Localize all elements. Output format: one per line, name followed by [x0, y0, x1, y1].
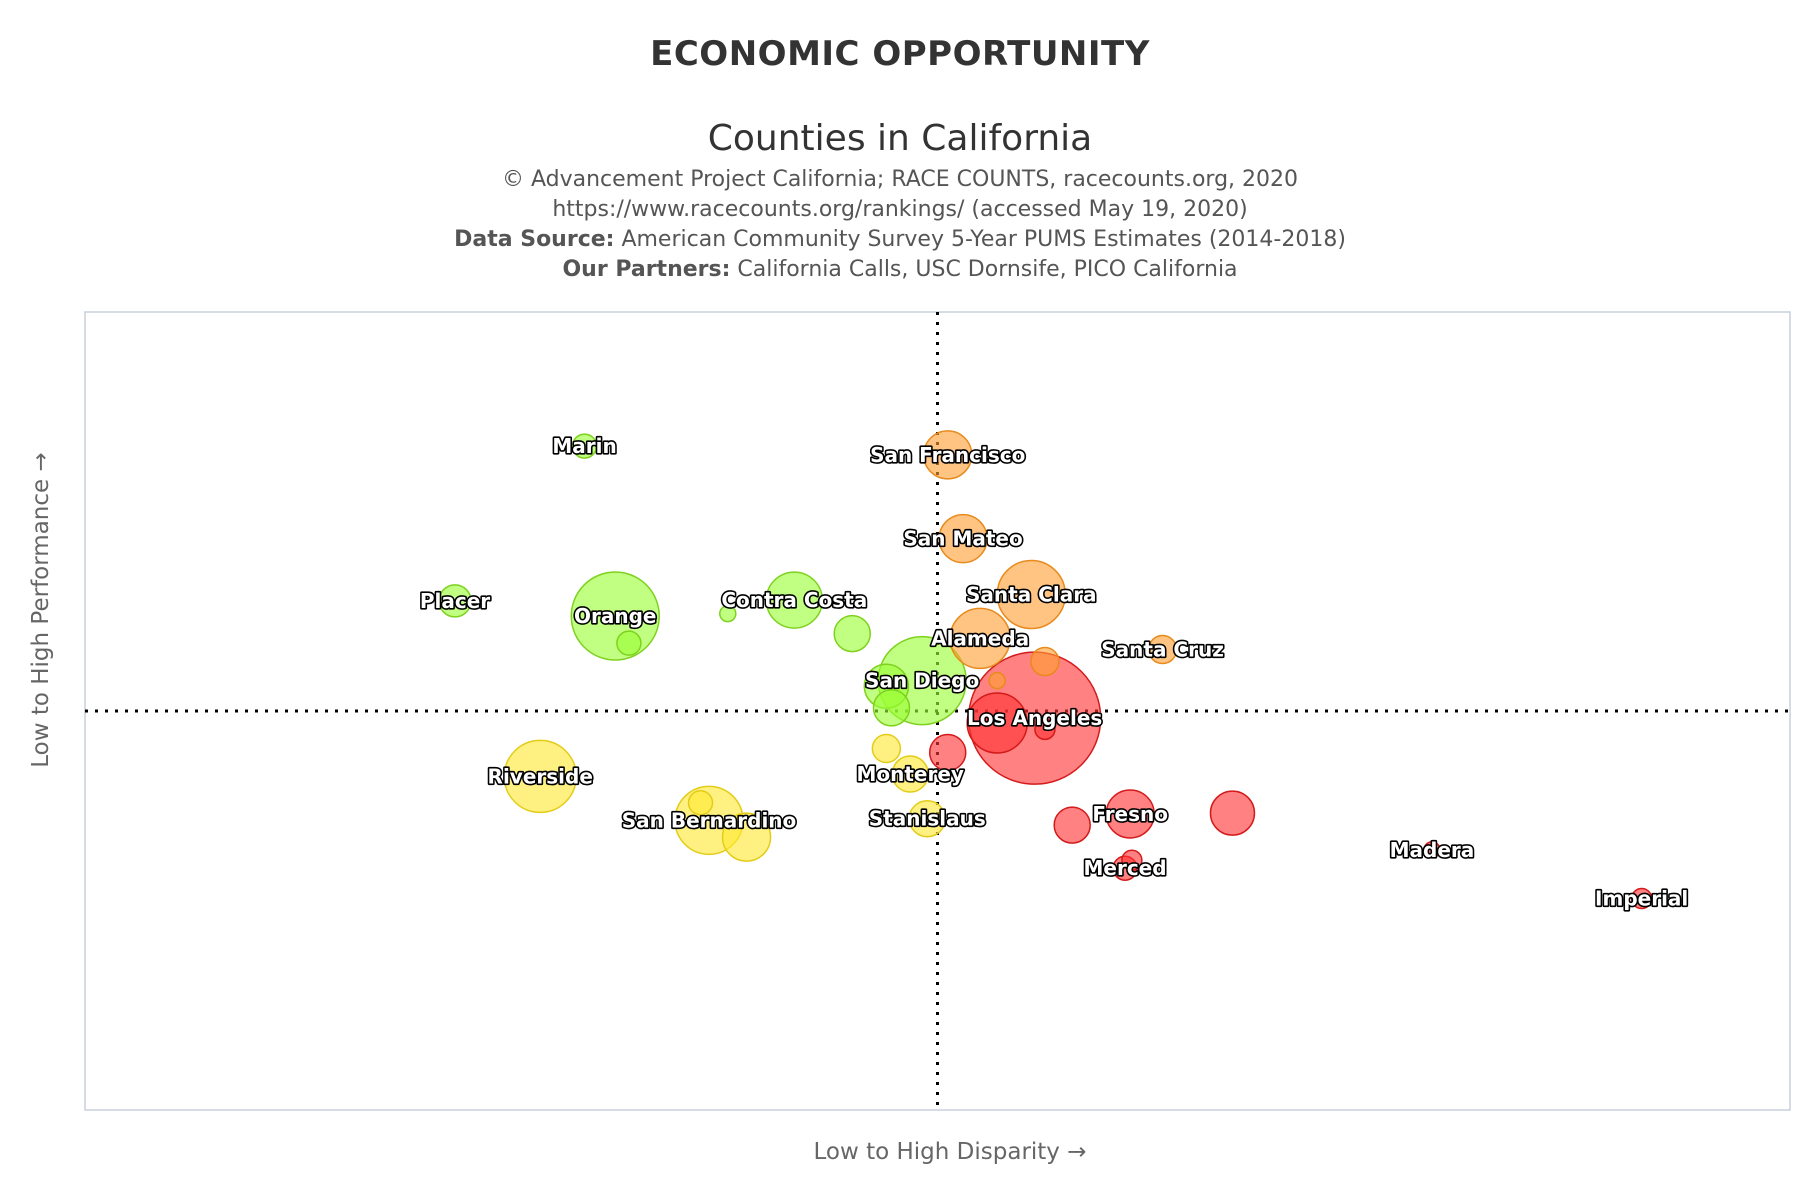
label-imperial: Imperial — [1595, 887, 1688, 911]
label-san-francisco: San Francisco — [870, 443, 1025, 467]
bubble-layer — [438, 430, 1653, 910]
label-madera: Madera — [1390, 838, 1475, 862]
bubble-imperial[interactable] — [1630, 887, 1653, 910]
bubble-county-23[interactable] — [721, 812, 772, 862]
label-alameda: Alameda — [931, 626, 1029, 650]
label-marin: Marin — [552, 434, 616, 458]
bubble-county-30[interactable] — [1209, 790, 1256, 836]
label-san-diego: San Diego — [865, 669, 979, 693]
label-san-mateo: San Mateo — [903, 527, 1022, 551]
label-stanislaus: Stanislaus — [869, 807, 986, 831]
partners-line: Our Partners: California Calls, USC Dorn… — [0, 257, 1800, 282]
bubble-fresno[interactable] — [1105, 789, 1155, 839]
bubble-madera[interactable] — [1423, 841, 1441, 859]
label-placer: Placer — [420, 589, 490, 613]
label-fresno: Fresno — [1092, 802, 1168, 826]
bubble-county-20[interactable] — [928, 733, 967, 772]
credit-line-copyright: © Advancement Project California; RACE C… — [501, 167, 1299, 192]
bubble-county-5[interactable] — [616, 630, 642, 656]
y-axis-label: Low to High Performance → — [28, 452, 54, 768]
partners-text: California Calls, USC Dornsife, PICO Cal… — [737, 257, 1238, 282]
partners-label: Our Partners: — [562, 257, 731, 282]
bubble-county-8[interactable] — [833, 614, 871, 653]
chart-subtitle: Counties in California — [707, 118, 1093, 159]
bubble-county-26[interactable] — [871, 733, 902, 764]
label-santa-cruz: Santa Cruz — [1101, 638, 1224, 662]
label-los-angeles: Los Angeles — [967, 706, 1102, 730]
bubble-santa-cruz[interactable] — [1147, 634, 1178, 665]
data-source-text: American Community Survey 5-Year PUMS Es… — [621, 227, 1346, 252]
credit-line-url: https://www.racecounts.org/rankings/ (ac… — [552, 197, 1248, 222]
x-axis-label: Low to High Disparity → — [813, 1139, 1087, 1165]
bubble-county-16[interactable] — [872, 689, 911, 727]
bubble-contra-costa[interactable] — [765, 571, 824, 629]
bubble-san-mateo[interactable] — [938, 513, 988, 564]
chart-title: ECONOMIC OPPORTUNITY — [650, 34, 1150, 74]
bubble-label-layer: Marin San Francisco San Mateo Placer Orange C… — [418, 432, 1690, 912]
label-santa-clara: Santa Clara — [966, 582, 1097, 606]
bubble-marin[interactable] — [571, 433, 598, 459]
bubble-county-6[interactable] — [719, 604, 737, 623]
bubble-stanislaus[interactable] — [908, 799, 947, 838]
data-source-line: Data Source: American Community Survey 5… — [0, 227, 1800, 252]
label-contra-costa: Contra Costa — [721, 588, 867, 612]
bubble-county-29[interactable] — [1053, 806, 1091, 844]
data-source-label: Data Source: — [454, 227, 615, 252]
label-san-bernardino: San Bernardino — [622, 808, 797, 832]
bubble-county-32[interactable] — [1121, 849, 1143, 871]
bubble-county-12[interactable] — [988, 671, 1006, 690]
bubble-alameda[interactable] — [949, 607, 1011, 670]
bubble-monterey[interactable] — [891, 755, 929, 793]
label-orange: Orange — [574, 604, 656, 628]
bubble-county-18[interactable] — [966, 692, 1028, 754]
bubble-santa-clara[interactable] — [996, 559, 1067, 630]
bubble-riverside[interactable] — [503, 739, 577, 814]
bubble-san-francisco[interactable] — [922, 430, 973, 480]
label-monterey: Monterey — [856, 762, 963, 786]
bubble-county-24[interactable] — [687, 790, 714, 816]
bubble-placer[interactable] — [438, 584, 472, 618]
bubble-county-19[interactable] — [1034, 718, 1056, 741]
label-merced: Merced — [1084, 856, 1167, 880]
bubble-county-11[interactable] — [1030, 646, 1060, 677]
label-riverside: Riverside — [488, 764, 593, 788]
